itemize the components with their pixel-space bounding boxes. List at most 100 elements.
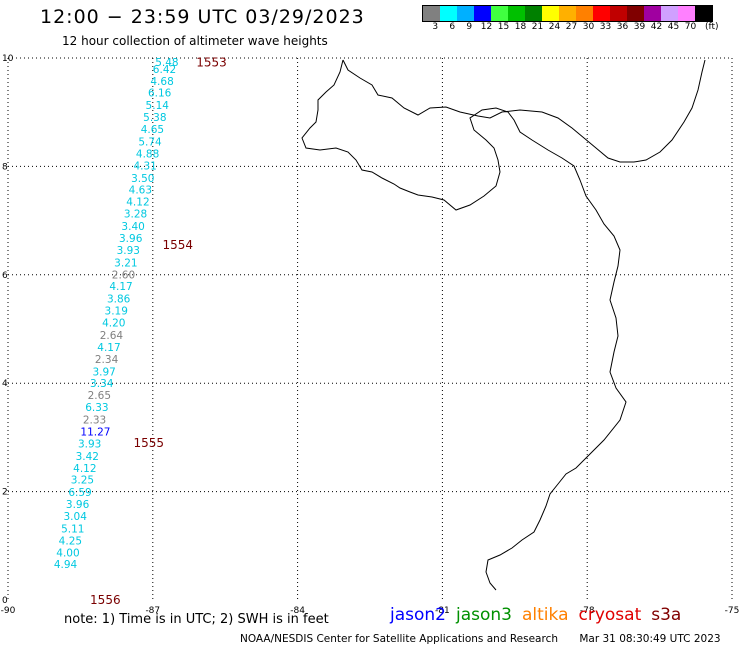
note-text: note: 1) Time is in UTC; 2) SWH is in fe…: [64, 612, 329, 627]
color-swatch: [525, 6, 542, 21]
color-swatch: [644, 6, 661, 21]
color-swatch: [627, 6, 644, 21]
wave-height-label: 4.65: [141, 124, 164, 136]
wave-height-label: 5.38: [143, 112, 166, 124]
map-title: 12:00 − 23:59 UTC 03/29/2023: [40, 6, 365, 28]
satellite-legend-s3a: s3a: [651, 605, 682, 625]
color-swatch: [559, 6, 576, 21]
lat-tick-label: 0: [2, 596, 8, 606]
color-scale-label: 18: [514, 22, 527, 32]
color-scale-label: 15: [497, 22, 510, 32]
color-swatch: [491, 6, 508, 21]
lon-tick-label: -84: [290, 606, 305, 616]
wave-height-label: 4.31: [133, 160, 156, 172]
wave-height-label: 3.96: [66, 499, 90, 511]
color-scale-unit: (ft): [705, 22, 719, 32]
wave-height-label: 4.17: [97, 342, 120, 354]
pass-number: 1556: [90, 593, 121, 607]
color-scale-labels: 3 6 9 12 15 18 21 24 27 30 33 36 39 42 45 70 (ft): [422, 22, 740, 34]
wave-height-label: 5.74: [138, 136, 162, 148]
color-swatch: [576, 6, 593, 21]
color-scale-label: 39: [633, 22, 646, 32]
wave-height-label: 3.19: [105, 306, 128, 318]
wave-height-label: 5.11: [61, 523, 84, 535]
lat-tick-label: 2: [2, 488, 8, 498]
coastline: [301, 59, 706, 591]
color-scale-label: 30: [582, 22, 595, 32]
wave-height-label: 3.34: [90, 378, 114, 390]
wave-height-label: 3.04: [64, 511, 88, 523]
color-swatch: [508, 6, 525, 21]
color-swatch: [695, 6, 712, 21]
satellite-legend-cryosat: cryosat: [578, 605, 642, 625]
wave-height-label: 4.88: [136, 148, 159, 160]
wave-height-label: 3.25: [71, 475, 94, 487]
color-swatch: [542, 6, 559, 21]
lat-tick-label: 6: [2, 271, 8, 281]
lat-tick-label: 8: [2, 162, 8, 172]
wave-height-label: 4.17: [109, 281, 132, 293]
satellite-legend: jason2 jason3 altika cryosat s3a: [390, 605, 691, 625]
color-swatch: [661, 6, 678, 21]
color-swatch: [610, 6, 627, 21]
lat-lon-grid: [7, 57, 733, 600]
lon-tick-label: -81: [435, 606, 450, 616]
satellite-pass-labels: 1553 1554 1555 1556: [90, 55, 227, 607]
wave-height-label: 4.12: [126, 197, 149, 209]
wave-height-label: 5.48: [155, 57, 178, 69]
lon-tick-label: -75: [725, 606, 740, 616]
wave-height-label: 3.86: [107, 294, 131, 306]
wave-height-label: 6.42: [153, 64, 176, 76]
footer-credit: NOAA/NESDIS Center for Satellite Applica…: [240, 633, 739, 645]
wave-height-label: 2.65: [88, 390, 111, 402]
color-swatch: [457, 6, 474, 21]
wave-height-label: 5.14: [146, 100, 170, 112]
color-scale-bar: [422, 5, 713, 22]
wave-height-label: 2.64: [100, 330, 124, 342]
satellite-legend-jason3: jason3: [456, 605, 512, 625]
color-scale-label: 45: [667, 22, 680, 32]
wave-height-label: 3.50: [131, 173, 154, 185]
wave-height-values: 5.486.424.686.165.145.384.655.744.884.31…: [54, 57, 179, 571]
satellite-legend-altika: altika: [522, 605, 569, 625]
lon-tick-label: -90: [1, 606, 16, 616]
lat-tick-label: 4: [2, 379, 8, 389]
color-scale-label: 6: [449, 22, 456, 32]
wave-height-label: 3.21: [114, 257, 137, 269]
lat-tick-label: 10: [2, 54, 14, 64]
color-scale-label: 3: [432, 22, 439, 32]
wave-height-label: 3.40: [121, 221, 144, 233]
pass-number: 1555: [133, 436, 164, 450]
color-swatch: [678, 6, 695, 21]
satellite-legend-jason2: jason2: [390, 605, 446, 625]
wave-height-label: 4.94: [54, 559, 78, 571]
wave-height-label: 4.68: [150, 76, 173, 88]
wave-height-label: 4.12: [73, 463, 96, 475]
color-scale-label: 33: [599, 22, 612, 32]
color-scale-label: 36: [616, 22, 629, 32]
color-scale-label: 12: [480, 22, 493, 32]
color-scale-label: 21: [531, 22, 544, 32]
wave-height-label: 3.28: [124, 209, 147, 221]
wave-height-label: 6.59: [68, 487, 91, 499]
wave-height-label: 4.00: [56, 547, 79, 559]
wave-height-label: 6.16: [148, 88, 172, 100]
color-swatch: [593, 6, 610, 21]
wave-height-label: 3.42: [76, 451, 99, 463]
wave-height-label: 4.25: [59, 535, 82, 547]
lon-tick-label: -78: [580, 606, 595, 616]
lon-tick-label: -87: [145, 606, 160, 616]
wave-height-label: 3.97: [92, 366, 115, 378]
credit-text: NOAA/NESDIS Center for Satellite Applica…: [240, 633, 558, 645]
wave-height-label: 11.27: [80, 426, 110, 438]
wave-height-label: 3.96: [119, 233, 143, 245]
color-scale-label: 24: [548, 22, 561, 32]
wave-height-label: 4.63: [129, 185, 152, 197]
color-scale-label: 42: [650, 22, 663, 32]
wave-height-label: 4.20: [102, 317, 125, 329]
wave-height-label: 2.33: [83, 415, 106, 427]
color-scale-label: 9: [466, 22, 473, 32]
wave-height-label: 3.93: [78, 438, 101, 450]
axis-tick-labels: -90 -87 -84 -81 -78 -75 0 2 4 6 8 10: [1, 54, 740, 616]
